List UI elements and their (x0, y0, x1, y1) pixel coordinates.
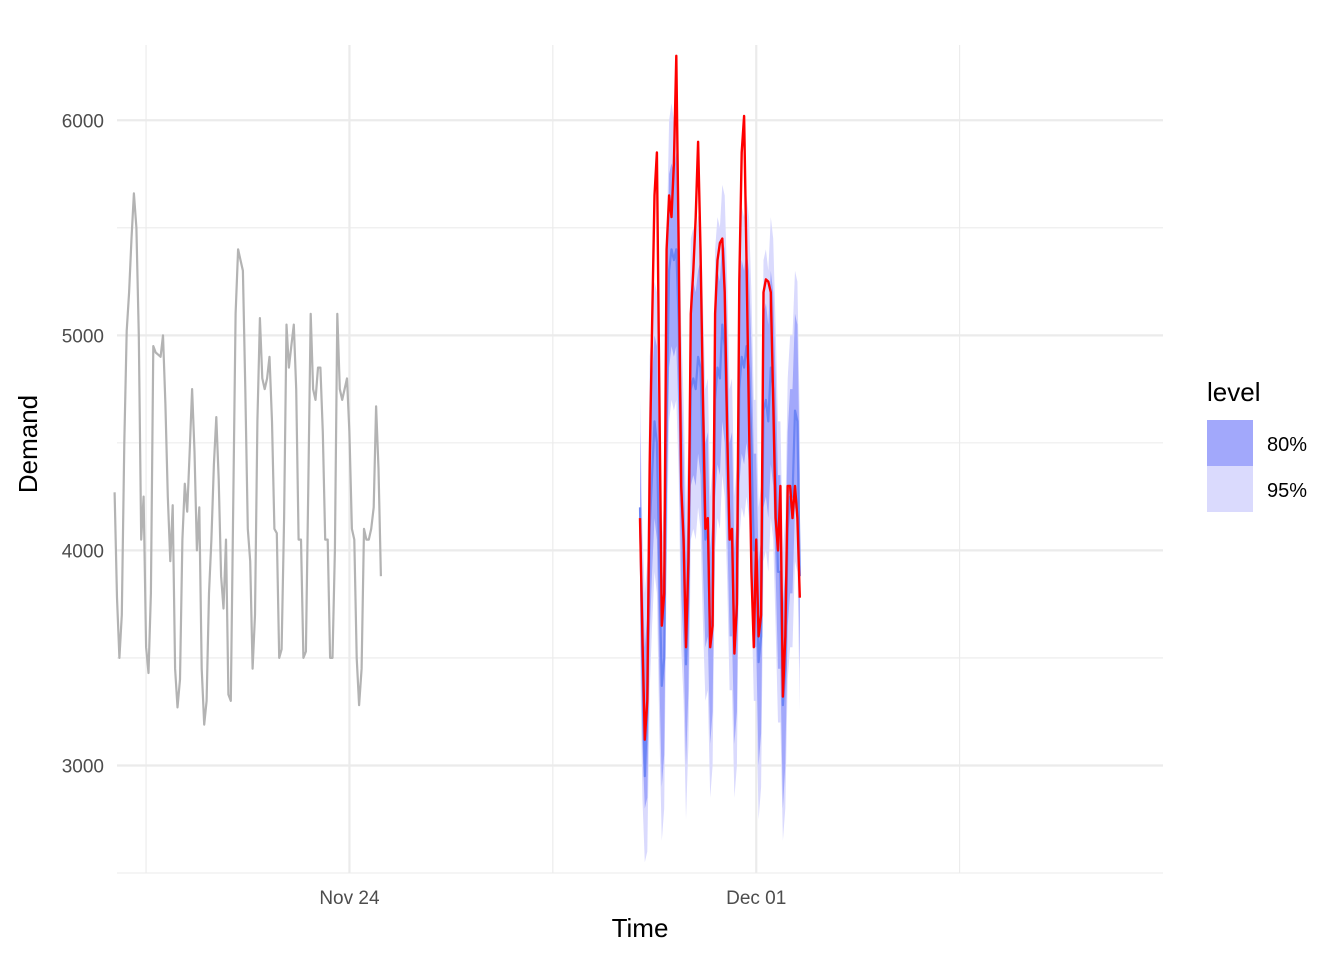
legend-key-80 (1207, 420, 1253, 466)
legend-label-95: 95% (1267, 480, 1307, 502)
tick-labels: 3000 4000 5000 6000 Nov 24 Dec 01 (62, 111, 787, 909)
series-lines (113, 54, 801, 778)
legend-title: level (1207, 377, 1260, 407)
y-tick-label: 3000 (62, 756, 104, 777)
y-tick-label: 5000 (62, 326, 104, 347)
legend-label-80: 80% (1267, 434, 1307, 456)
legend-key-95 (1207, 466, 1253, 512)
y-tick-label: 6000 (62, 111, 104, 132)
legend: level 80% 95% (1207, 377, 1307, 512)
y-axis-title: Demand (13, 395, 43, 493)
x-tick-label: Dec 01 (726, 888, 786, 909)
x-tick-label: Nov 24 (319, 888, 380, 909)
actual-line (638, 54, 801, 741)
x-axis-title: Time (612, 913, 669, 943)
history-line (113, 192, 382, 726)
y-tick-label: 4000 (62, 541, 104, 562)
